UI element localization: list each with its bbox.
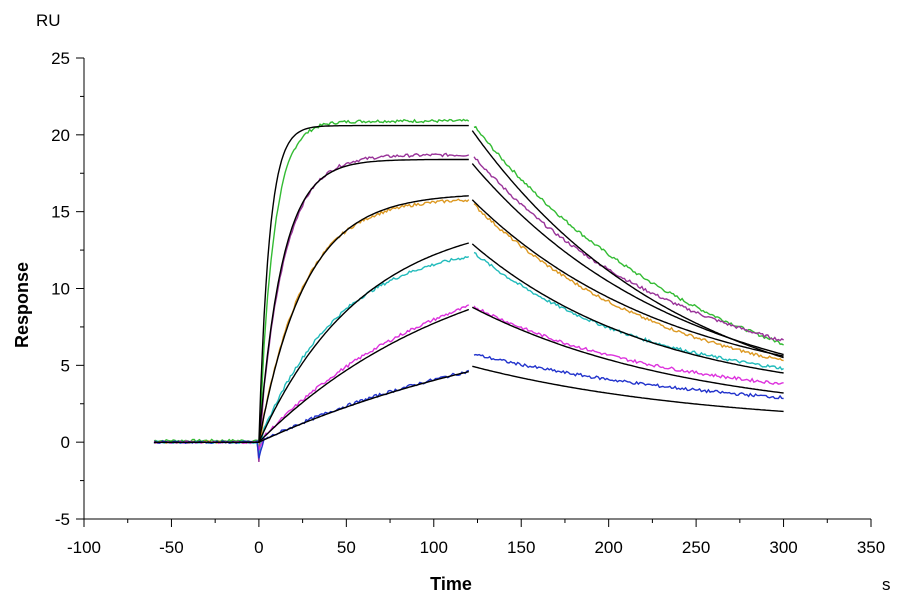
y-ticks: -5 0 5 10 15 20 25 [51, 49, 84, 529]
y-tick-label: 10 [51, 280, 70, 299]
y-unit-label: RU [36, 11, 61, 30]
plot-area: -100 -50 0 50 100 150 200 250 300 350 -5051015202… [51, 49, 885, 557]
fit-line-3 [154, 195, 784, 443]
x-tick-label: -50 [159, 538, 184, 557]
x-tick-label: 300 [769, 538, 797, 557]
x-ticks: -100 -50 0 50 100 150 200 250 300 350 [67, 519, 885, 557]
y-tick-label: 0 [61, 433, 70, 452]
x-tick-label: 50 [337, 538, 356, 557]
x-tick-label: 200 [594, 538, 622, 557]
x-tick-label: -100 [67, 538, 101, 557]
y-tick-label: 20 [51, 126, 70, 145]
fit-line-1 [154, 124, 784, 443]
y-tick-label: -5 [55, 510, 70, 529]
x-unit-label: s [882, 575, 891, 594]
series-line-1 [153, 118, 784, 457]
y-tick-label: 5 [61, 356, 70, 375]
x-tick-label: 150 [507, 538, 535, 557]
fit-layer [154, 124, 784, 443]
x-tick-label: 0 [254, 538, 263, 557]
series-layer [153, 118, 784, 462]
x-tick-label: 100 [420, 538, 448, 557]
y-axis-title: Response [12, 262, 32, 348]
fit-line-4 [154, 242, 784, 443]
y-tick-label: 15 [51, 203, 70, 222]
y-tick-label: 25 [51, 49, 70, 68]
x-axis-title: Time [430, 574, 472, 594]
fit-line-6 [154, 365, 784, 443]
fit-line-5 [154, 306, 784, 443]
x-tick-label: 350 [857, 538, 885, 557]
x-tick-label: 250 [682, 538, 710, 557]
fit-line-2 [154, 158, 784, 443]
series-line-3 [153, 198, 784, 455]
series-line-5 [153, 304, 784, 453]
